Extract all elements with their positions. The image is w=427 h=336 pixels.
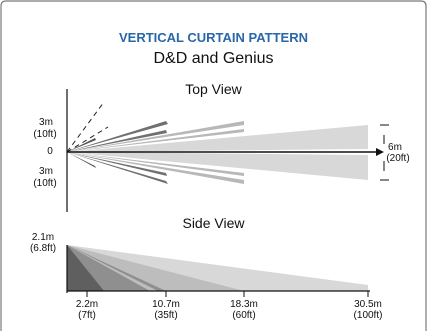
top-zone-upper-mid [67,121,244,152]
side-range-1-ft: (7ft) [78,310,96,321]
top-left-lower-distance-ft: (10ft) [33,178,57,189]
side-zone-close-3 [67,245,78,291]
side-view-title: Side View [182,215,245,231]
top-right-distance-ft: (20ft) [386,153,410,164]
side-range-3-ft: (60ft) [232,310,256,321]
top-zone-lower-mid-2 [67,152,244,184]
top-left-upper-distance: 3m [39,117,53,128]
top-right-distance: 6m [388,142,402,153]
top-zone-lower-far [67,152,368,180]
top-zone-lower-near [67,152,167,176]
top-zone-upper-close [67,138,96,152]
top-zone-lower-mid [67,152,244,176]
top-zone-upper-far [67,125,368,152]
frame-border-left [0,0,7,331]
top-zone-upper-near-2 [67,130,167,152]
side-range-2-ft: (35ft) [154,310,178,321]
side-zone-near-2 [67,245,166,291]
side-range-1-m: 2.2m [75,299,99,310]
side-zone-close-1 [67,245,104,291]
side-range-4-ft: (100ft) [353,310,383,321]
top-dashed-upper-1 [66,101,105,153]
side-range-3-m: 18.3m [230,299,258,310]
side-zone-close-2 [67,245,88,291]
top-zone-lower-near-2 [67,152,168,184]
top-left-center-label: 0 [47,146,53,157]
side-range-4-m: 30.5m [354,299,382,310]
top-dashed-upper-2 [66,126,109,153]
top-left-lower-distance: 3m [39,166,53,177]
top-zone-upper-near [67,121,168,152]
side-range-2-m: 10.7m [152,299,180,310]
top-zone-upper-mid-2 [67,129,244,152]
arrow-right-icon [376,148,384,156]
side-height-label-ft: (6.8ft) [29,243,57,254]
top-left-upper-distance-ft: (10ft) [33,129,57,140]
diagram-title: VERTICAL CURTAIN PATTERN [119,30,308,45]
side-height-label: 2.1m [31,232,55,243]
top-view-title: Top View [185,81,242,97]
diagram-subtitle: D&D and Genius [153,50,274,67]
top-zone-lower-close [67,152,96,168]
frame-border-top-right [6,0,427,331]
